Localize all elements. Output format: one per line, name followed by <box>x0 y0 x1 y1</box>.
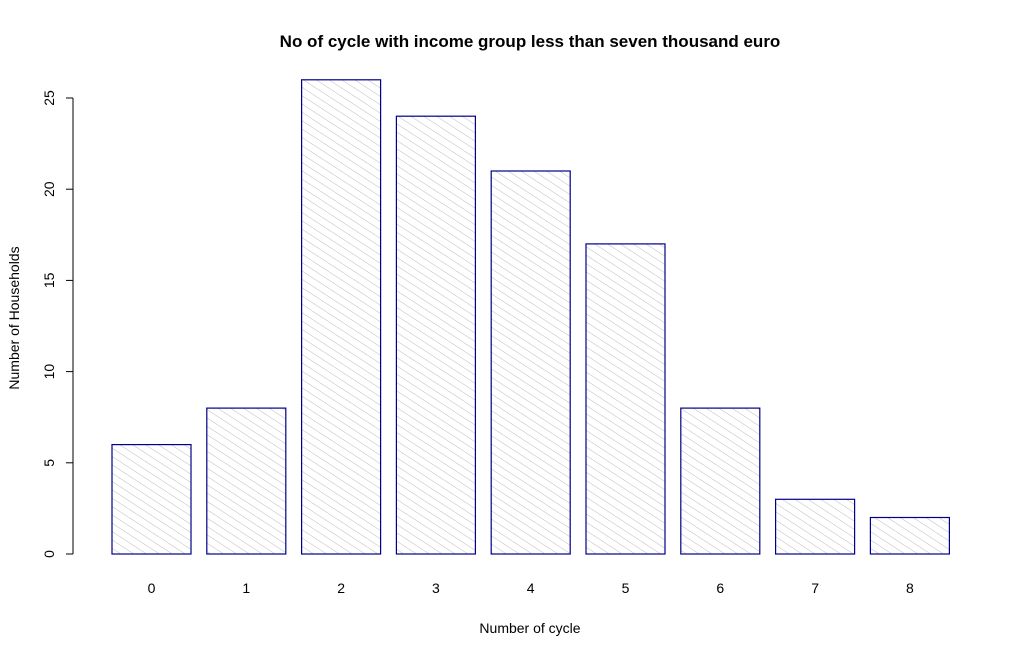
y-tick-label: 20 <box>41 181 57 197</box>
x-tick-label: 6 <box>716 580 724 596</box>
y-axis-label: Number of Households <box>6 246 22 389</box>
x-tick-labels: 0 1 2 3 4 5 6 7 8 <box>148 580 914 596</box>
bar-3 <box>395 115 476 555</box>
y-axis: 0 5 10 15 20 25 <box>41 90 74 558</box>
y-tick-label: 0 <box>41 550 57 558</box>
y-tick-label: 25 <box>41 90 57 106</box>
x-tick-label: 8 <box>906 580 914 596</box>
bar-5 <box>585 243 666 555</box>
bar-8 <box>869 516 951 555</box>
x-tick-label: 5 <box>622 580 630 596</box>
bar-0 <box>111 444 192 555</box>
x-tick-label: 2 <box>337 580 345 596</box>
chart-title: No of cycle with income group less than … <box>280 32 781 51</box>
bar-7 <box>774 498 856 555</box>
y-tick-label: 5 <box>41 459 57 467</box>
bars-group <box>111 79 951 555</box>
y-tick-label: 15 <box>41 272 57 288</box>
bar-2 <box>301 79 382 555</box>
y-tick-label: 10 <box>41 364 57 380</box>
bar-6 <box>680 407 761 555</box>
x-tick-label: 7 <box>811 580 819 596</box>
bar-1 <box>206 407 287 555</box>
x-tick-label: 0 <box>148 580 156 596</box>
bar-4 <box>490 170 571 555</box>
x-tick-label: 3 <box>432 580 440 596</box>
x-tick-label: 4 <box>527 580 535 596</box>
x-axis-label: Number of cycle <box>479 620 580 636</box>
x-tick-label: 1 <box>242 580 250 596</box>
